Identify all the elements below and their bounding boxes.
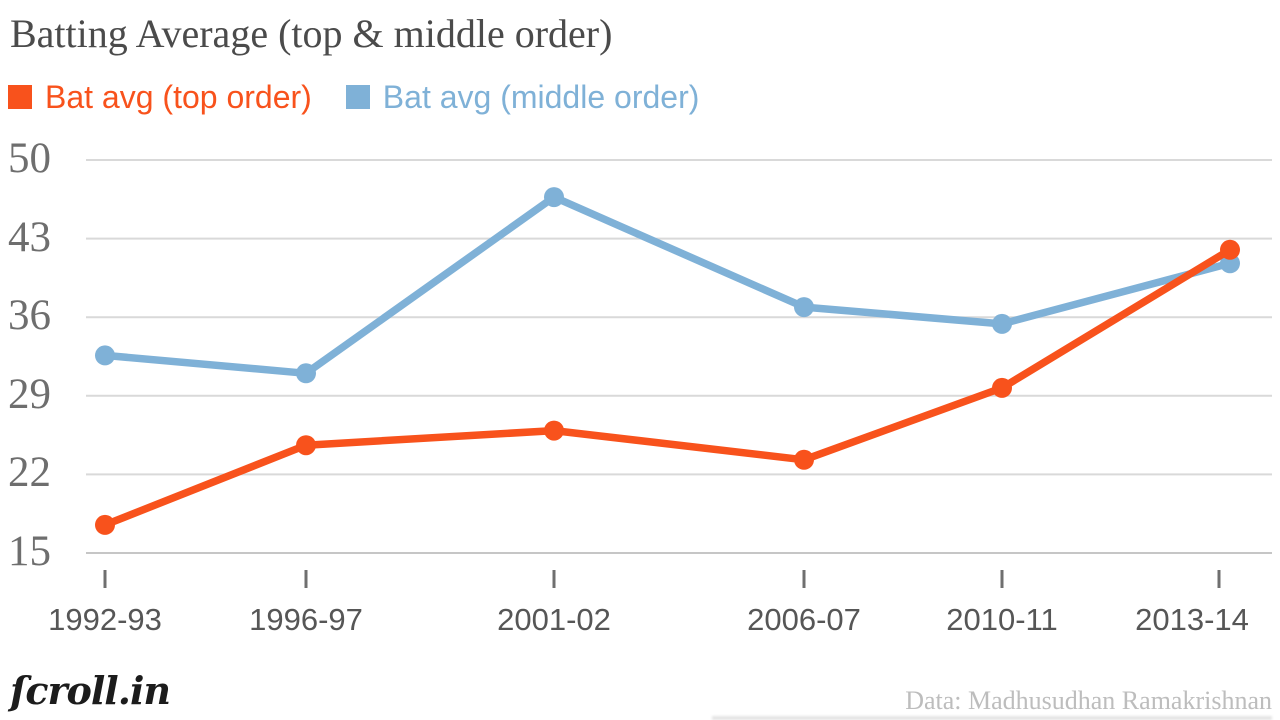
x-axis-label-1996-97: 1996-97 [249,602,363,637]
y-axis-label-29: 29 [8,370,51,418]
y-axis-label-43: 43 [8,213,51,261]
x-axis-label-2001-02: 2001-02 [497,602,611,637]
x-axis-label-2010-11: 2010-11 [946,602,1058,637]
legend: Bat avg (top order) Bat avg (middle orde… [8,80,699,114]
data-point-top-1992-93 [95,514,115,535]
x-axis-label-2013-14: 2013-14 [1135,602,1249,637]
x-axis-label-2006-07: 2006-07 [747,602,861,637]
legend-item-middle-order: Bat avg (middle order) [345,79,700,115]
data-point-top-2006-07 [794,449,814,470]
data-point-middle-2006-07 [794,297,814,318]
legend-label-top-order: Bat avg (top order) [45,79,312,115]
y-axis-label-50: 50 [8,134,51,182]
data-point-middle-2010-11 [992,313,1012,334]
y-axis-label-36: 36 [8,292,51,340]
data-point-top-2013-14 [1220,239,1240,260]
chart-title: Batting Average (top & middle order) [10,11,613,56]
data-point-middle-1992-93 [95,345,115,366]
data-point-top-2001-02 [544,420,564,441]
y-axis-label-22: 22 [8,449,51,497]
data-point-middle-2001-02 [544,187,564,208]
x-axis-label-1992-93: 1992-93 [48,602,162,637]
data-attribution: Data: Madhusudhan Ramakrishnan [905,686,1272,715]
series-line-top-order [101,246,1234,529]
legend-swatch-top-order [8,85,32,109]
data-point-middle-1996-97 [296,363,316,384]
legend-label-middle-order: Bat avg (middle order) [382,79,700,115]
series-line-middle-order [101,193,1234,378]
y-axis-label-15: 15 [8,528,51,575]
data-point-top-1996-97 [296,435,316,456]
data-point-top-2010-11 [992,377,1012,398]
legend-swatch-middle-order [345,85,370,109]
legend-item-top-order: Bat avg (top order) [8,80,312,114]
scrollin-logo: ſcroll.in [10,668,171,713]
clipped-text-artifact [712,716,1272,720]
